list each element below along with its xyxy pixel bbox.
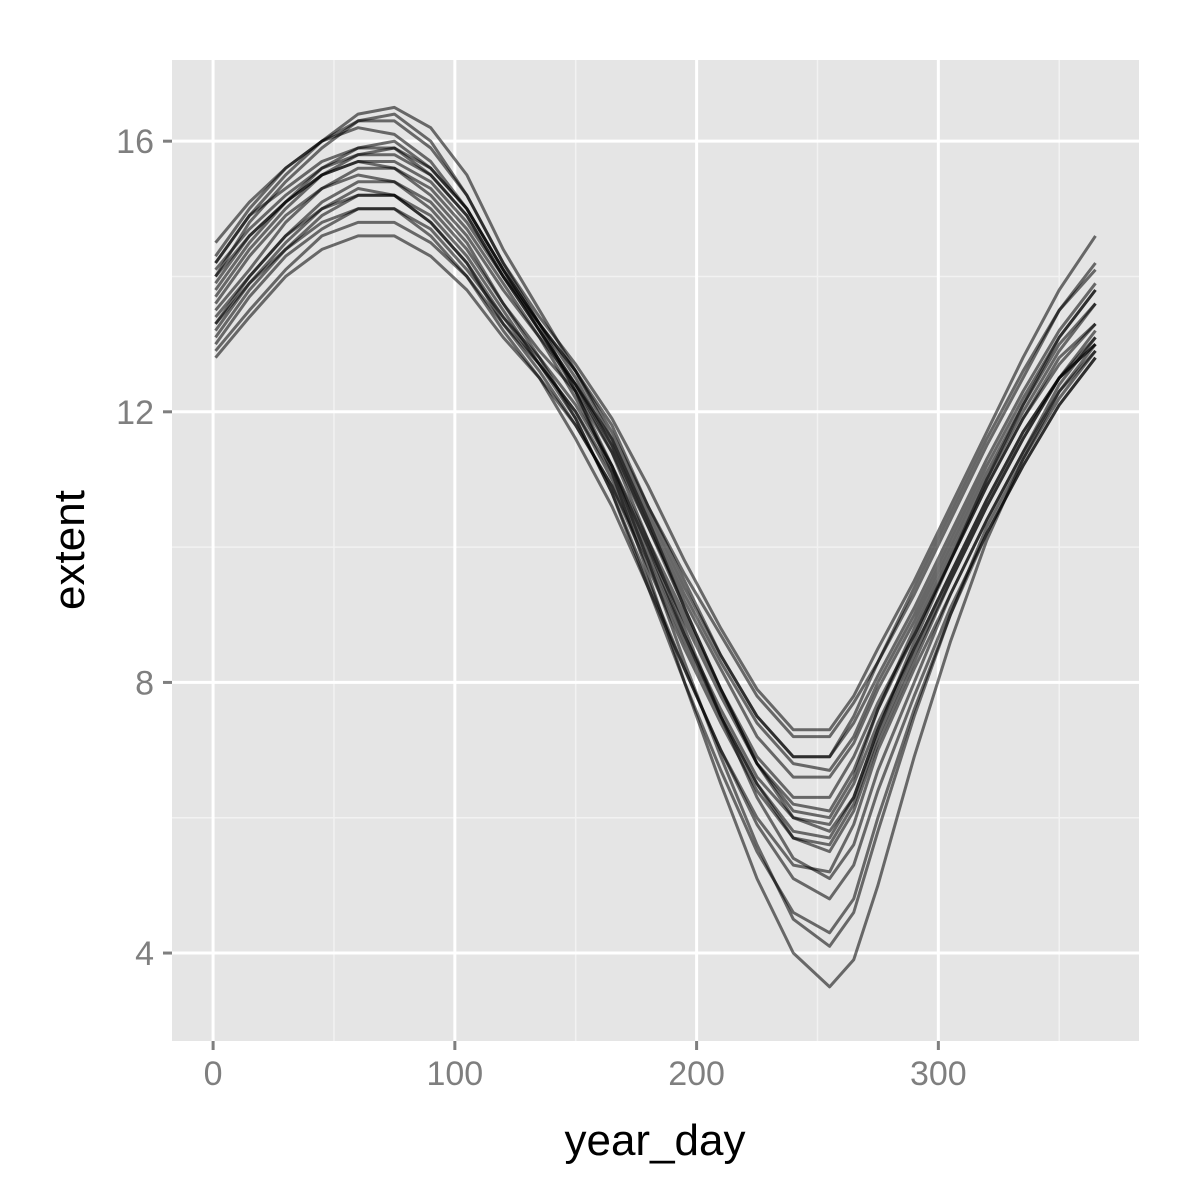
series-line-20 (214, 105, 1097, 833)
y-tick-label: 16 (116, 123, 154, 161)
y-axis: 4 8 12 16 (116, 123, 172, 973)
series-line-10 (214, 166, 1097, 854)
y-tick-label: 12 (116, 394, 154, 432)
x-tick-label: 0 (204, 1055, 223, 1093)
x-tick-label: 200 (668, 1055, 725, 1093)
y-tick-label: 8 (135, 664, 154, 702)
y-tick-label: 4 (135, 935, 154, 973)
x-axis-title: year_day (564, 1116, 745, 1165)
series-line-19 (214, 234, 1097, 840)
series-line-18 (214, 126, 1097, 759)
y-axis-title: extent (45, 490, 94, 610)
series-line-16 (214, 160, 1097, 772)
series-line-15 (214, 119, 1097, 989)
x-tick-label: 100 (426, 1055, 483, 1093)
series-lines (214, 105, 1097, 989)
series-line-14 (214, 146, 1097, 948)
x-tick-label: 300 (910, 1055, 967, 1093)
x-axis: 0 100 200 300 (204, 1041, 967, 1093)
